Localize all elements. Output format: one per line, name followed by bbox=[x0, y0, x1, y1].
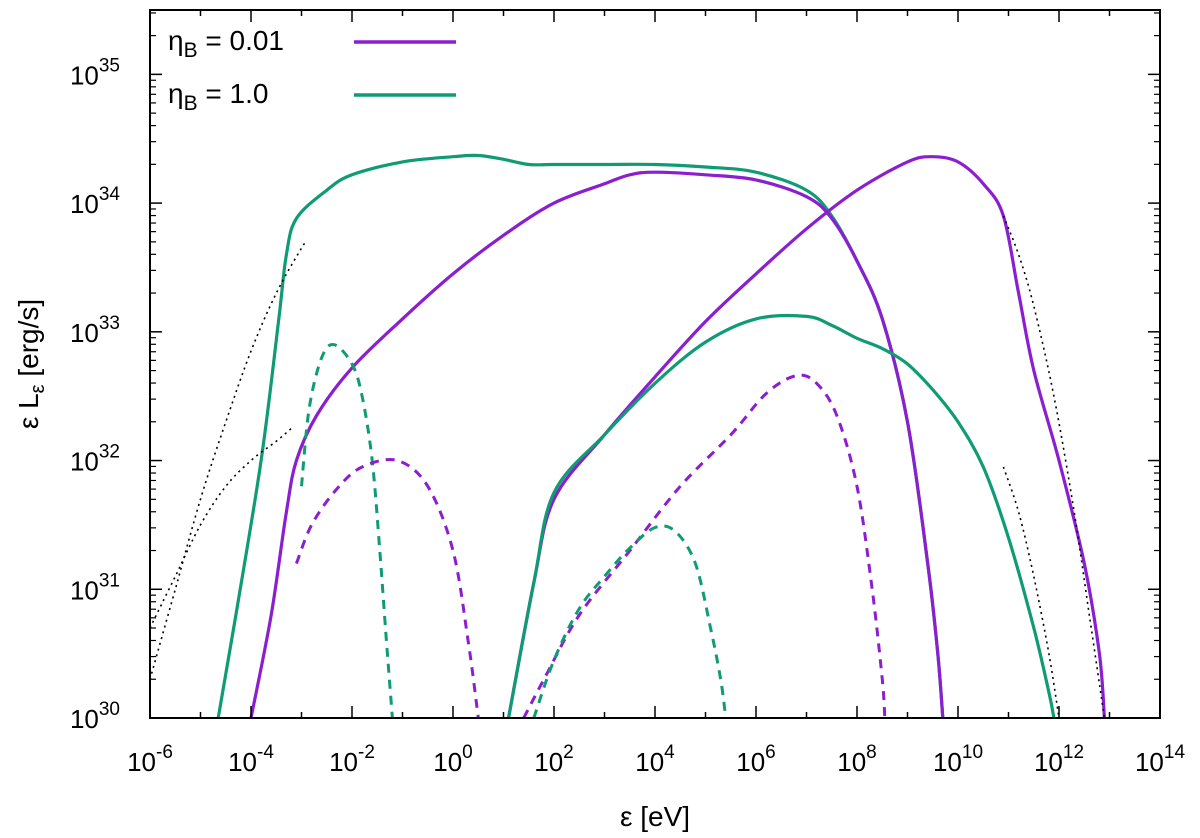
legend: ηB = 0.01 ηB = 1.0 bbox=[168, 25, 456, 115]
x-tick-label: 104 bbox=[635, 742, 675, 777]
y-tick-label-base: 10 bbox=[70, 447, 99, 477]
legend-label-0: ηB = 0.01 bbox=[168, 25, 284, 62]
x-tick-label-exponent: 14 bbox=[1164, 742, 1186, 763]
x-tick-label: 10-4 bbox=[228, 742, 274, 777]
y-tick-label: 1034 bbox=[70, 184, 120, 219]
x-axis-label: ε [eV] bbox=[620, 801, 690, 832]
y-tick-label-exponent: 35 bbox=[99, 55, 120, 76]
x-tick-label-exponent: 10 bbox=[962, 742, 983, 763]
x-tick-label-base: 10 bbox=[1034, 747, 1063, 777]
y-axis-label: ε Lε [erg/s] bbox=[13, 299, 49, 429]
y-tick-label-base: 10 bbox=[70, 318, 99, 348]
x-tick-label-base: 10 bbox=[329, 747, 358, 777]
curve-purple_ic_component bbox=[522, 373, 887, 718]
legend-label-0-value: = 0.01 bbox=[198, 25, 284, 56]
y-tick-label: 1033 bbox=[70, 313, 120, 348]
x-tick-label: 1012 bbox=[1034, 742, 1084, 777]
y-tick-label: 1032 bbox=[70, 442, 120, 477]
curve-green_ic_total bbox=[506, 314, 1056, 718]
x-tick-label: 102 bbox=[534, 742, 574, 777]
axis-tick-labels: 10-6 10-4 10-2 100 102 104 106 108 1010 1012 10141… bbox=[70, 55, 1186, 777]
x-tick-label: 10-2 bbox=[329, 742, 375, 777]
y-tick-label-exponent: 30 bbox=[99, 699, 120, 720]
x-tick-label-exponent: -6 bbox=[156, 742, 173, 763]
curve-green_ic_component bbox=[532, 524, 728, 718]
x-tick-label-exponent: 8 bbox=[866, 742, 877, 763]
y-tick-label-exponent: 34 bbox=[99, 184, 121, 205]
x-tick-label-base: 10 bbox=[228, 747, 257, 777]
x-tick-label: 106 bbox=[736, 742, 776, 777]
y-tick-label: 1035 bbox=[70, 55, 120, 90]
x-tick-label: 108 bbox=[837, 742, 877, 777]
y-tick-label-base: 10 bbox=[70, 60, 99, 90]
curve-purple_synchrotron_component bbox=[295, 458, 480, 718]
x-tick-label-exponent: 2 bbox=[563, 742, 574, 763]
legend-label-1-symbol: η bbox=[168, 78, 184, 109]
x-tick-label: 1010 bbox=[933, 742, 983, 777]
y-tick-label-base: 10 bbox=[70, 704, 99, 734]
y-axis-label-unit: [erg/s] bbox=[13, 299, 44, 385]
y-tick-label: 1030 bbox=[70, 699, 120, 734]
x-tick-label-base: 10 bbox=[933, 747, 962, 777]
legend-label-1-subscript: B bbox=[184, 92, 198, 115]
x-tick-label-exponent: 12 bbox=[1063, 742, 1084, 763]
x-tick-label-base: 10 bbox=[736, 747, 765, 777]
x-tick-label-exponent: -4 bbox=[257, 742, 274, 763]
x-tick-label-base: 10 bbox=[127, 747, 156, 777]
x-tick-label-base: 10 bbox=[1135, 747, 1164, 777]
legend-label-0-subscript: B bbox=[184, 39, 198, 62]
y-tick-label-base: 10 bbox=[70, 575, 99, 605]
x-tick-label: 10-6 bbox=[127, 742, 173, 777]
x-tick-label-base: 10 bbox=[534, 747, 563, 777]
y-axis-label-symbol: ε L bbox=[13, 393, 44, 429]
y-tick-label-exponent: 32 bbox=[99, 442, 120, 463]
data-curves bbox=[150, 153, 1106, 718]
x-axis-label-unit: [eV] bbox=[632, 801, 690, 832]
x-tick-label-base: 10 bbox=[433, 747, 462, 777]
y-tick-label: 1031 bbox=[70, 570, 120, 605]
y-tick-label-base: 10 bbox=[70, 189, 99, 219]
plot-frame bbox=[149, 9, 1161, 719]
y-tick-label-exponent: 33 bbox=[99, 313, 120, 334]
x-tick-label-exponent: 6 bbox=[765, 742, 776, 763]
x-tick-label-base: 10 bbox=[837, 747, 866, 777]
legend-label-1: ηB = 1.0 bbox=[168, 78, 268, 115]
x-axis-label-symbol: ε bbox=[620, 801, 632, 832]
x-tick-label-base: 10 bbox=[635, 747, 664, 777]
x-tick-label: 1014 bbox=[1135, 742, 1185, 777]
x-tick-label: 100 bbox=[433, 742, 473, 777]
y-axis-label-subscript: ε bbox=[27, 384, 49, 393]
x-tick-label-exponent: 4 bbox=[664, 742, 675, 763]
y-tick-label-exponent: 31 bbox=[99, 570, 120, 591]
curve-purple_synchrotron_total bbox=[249, 170, 945, 718]
curve-dotted_low_energy_lower bbox=[150, 427, 292, 629]
x-tick-label-exponent: 0 bbox=[462, 742, 473, 763]
legend-label-0-symbol: η bbox=[168, 25, 184, 56]
legend-label-1-value: = 1.0 bbox=[198, 78, 269, 109]
x-tick-label-exponent: -2 bbox=[358, 742, 375, 763]
